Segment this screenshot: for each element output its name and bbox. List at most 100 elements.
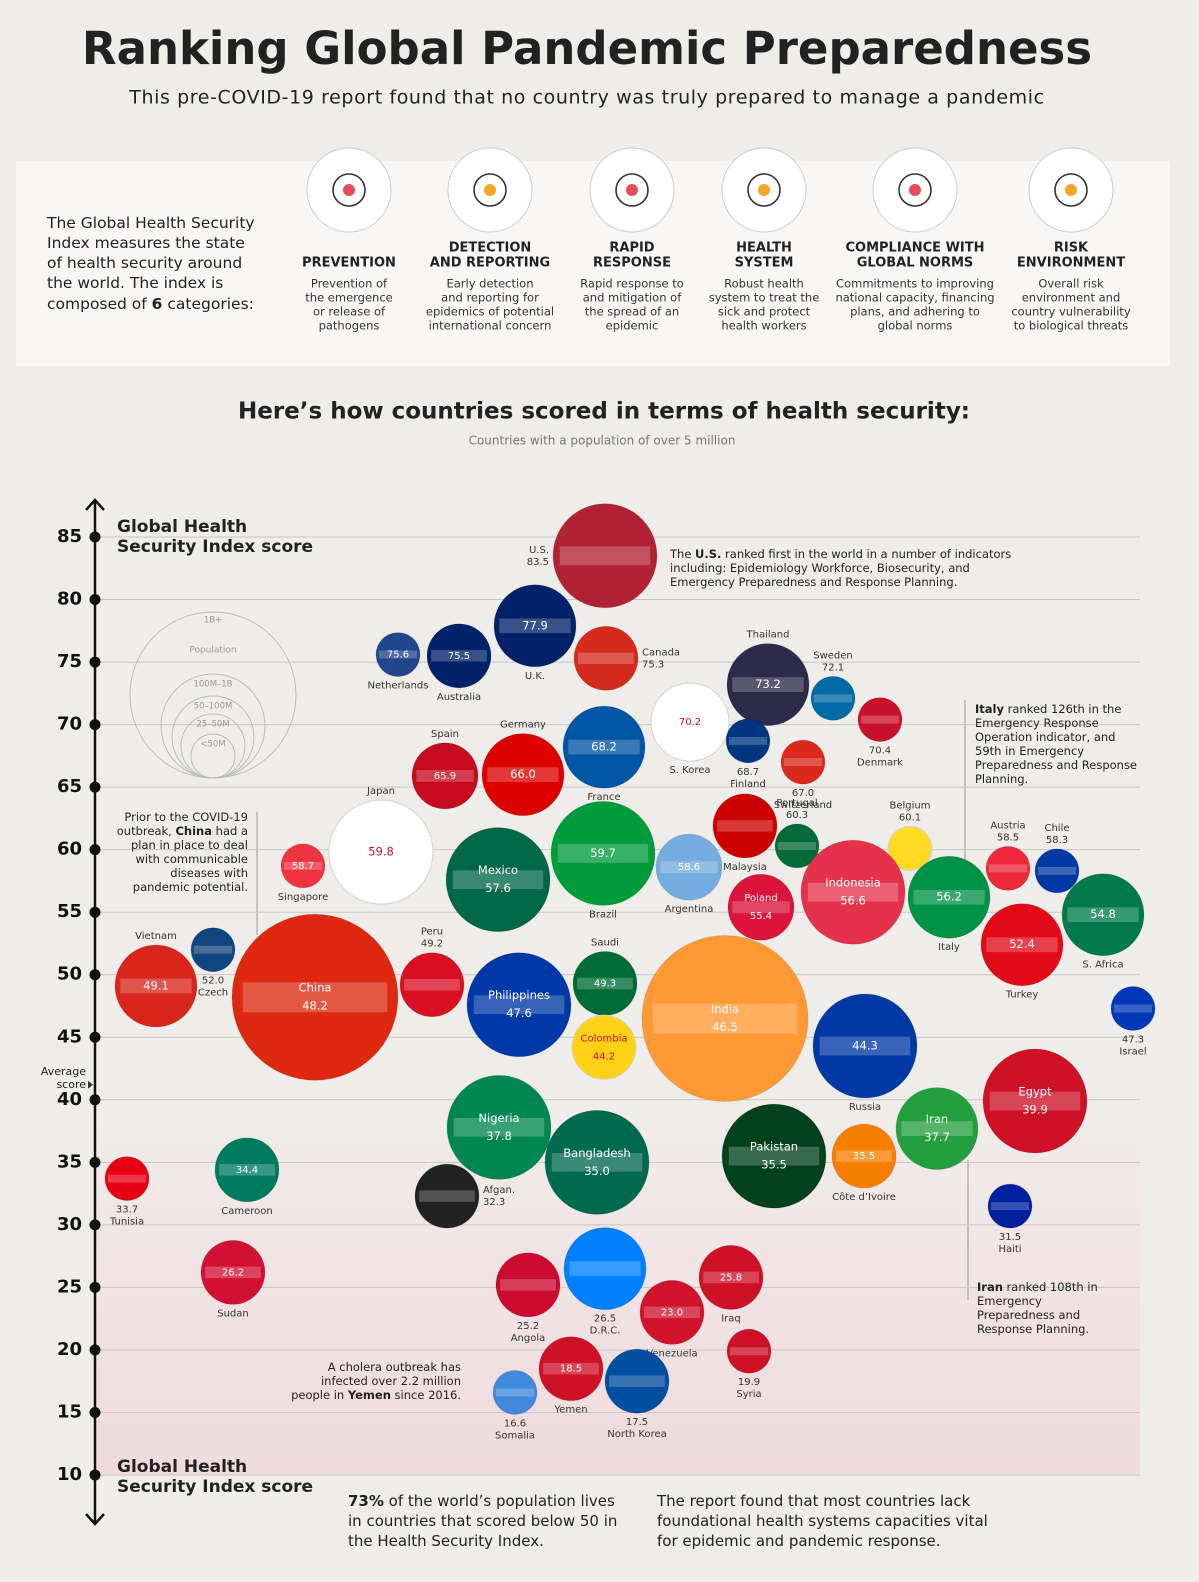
bubble [411, 742, 479, 810]
country-bubble: Egypt 39.9 [982, 1048, 1088, 1154]
flag-band [732, 901, 790, 914]
text: of the world’s population lives in count… [348, 1492, 618, 1550]
text: The report found that most countries lac… [657, 1492, 988, 1550]
country-name: Côte d’Ivoire [832, 1191, 896, 1203]
bubble [328, 799, 434, 905]
flag-band [487, 767, 559, 783]
country-bubble: 75.5 Australia [426, 623, 492, 703]
category-icon-accent [343, 184, 355, 196]
country-name: Vietnam [135, 931, 177, 942]
country-bubble: Afgan.32.3 [414, 1163, 515, 1229]
flag-band [568, 739, 640, 755]
category-title: RAPID [609, 241, 654, 256]
value-label: 32.3 [483, 1197, 505, 1208]
page-subtitle: This pre-COVID-19 report found that no c… [128, 87, 1044, 109]
value-label: 52.4 [1009, 937, 1035, 951]
flag-band [989, 1091, 1081, 1111]
tick-mark [89, 531, 101, 543]
flag-band [609, 1375, 665, 1387]
text: ranked 126th in the Emergency Response O… [975, 702, 1138, 787]
country-name: Nigeria [478, 1111, 519, 1125]
country-name: Bangladesh [563, 1146, 630, 1160]
category-description: Commitments to improving [836, 277, 994, 291]
country-bubble: India 46.5 [641, 935, 809, 1103]
country-name: Pakistan [750, 1140, 798, 1154]
annotation: Prior to the COVID-19 outbreak, China ha… [110, 810, 248, 894]
country-name: Turkey [1005, 990, 1039, 1001]
bubble [481, 733, 565, 817]
value-label: 57.6 [485, 881, 511, 895]
y-tick-label: 20 [57, 1339, 82, 1360]
flag-band [499, 618, 571, 634]
bubble [639, 1279, 705, 1345]
country-name: Czech [198, 988, 228, 999]
bold-text: Italy [975, 702, 1004, 716]
y-tick-label: 85 [57, 526, 82, 547]
country-name: Austria [990, 820, 1025, 831]
flag-band [807, 882, 899, 902]
value-label: 48.2 [302, 999, 328, 1013]
flag-band [404, 978, 460, 991]
bubble [987, 1183, 1033, 1229]
category-description: epidemic [606, 319, 659, 333]
country-bubble: 65.9 Spain [411, 729, 479, 810]
bubble [200, 1239, 266, 1305]
flag-band [703, 1271, 759, 1284]
value-label: 70.2 [679, 717, 701, 728]
legend-label: 50–100M [194, 702, 233, 712]
category-description: national capacity, financing [835, 291, 994, 305]
flag-band [569, 1261, 641, 1277]
country-name: Portugal [776, 798, 817, 809]
page-title: Ranking Global Pandemic Preparedness [82, 22, 1092, 75]
value-label: 60.3 [786, 810, 808, 821]
bubble [698, 1244, 764, 1310]
y-tick-label: 35 [57, 1151, 82, 1172]
country-name: Saudi [591, 937, 619, 948]
value-label: 70.4 [869, 746, 891, 757]
tick-mark [89, 781, 101, 793]
bubble [214, 1137, 280, 1203]
bubble [985, 845, 1031, 891]
country-bubble: 77.9 U.K. [493, 584, 577, 682]
value-label: 44.2 [593, 1051, 615, 1062]
bold-text: China [175, 824, 212, 839]
flag-band [777, 841, 817, 850]
bubble [780, 739, 826, 785]
category-icon-glyph [747, 173, 781, 207]
value-label: 56.6 [840, 894, 866, 908]
country-bubble: 56.2 Italy [907, 855, 991, 953]
country-name: Angola [511, 1333, 546, 1344]
country-name: Cameroon [221, 1206, 272, 1217]
value-label: 75.5 [448, 651, 470, 662]
bold-text: 6 [151, 294, 163, 313]
tick-mark [89, 1469, 101, 1481]
legend-title: Population [189, 646, 236, 656]
country-bubble: 68.2 France [562, 705, 646, 803]
legend-label: 1B+ [204, 616, 222, 626]
bubble [727, 873, 795, 941]
text: The [670, 547, 696, 561]
country-name: Sweden [813, 650, 853, 661]
category-icon-glyph [473, 173, 507, 207]
category-description: system to treat the [709, 291, 820, 305]
category-icon-glyph [1054, 173, 1088, 207]
country-bubble: 66.0 Germany [481, 720, 565, 817]
bubble [446, 1074, 552, 1180]
flag-band [557, 844, 649, 863]
flag-band [860, 715, 900, 724]
value-label: 65.9 [434, 771, 456, 782]
country-bubble: 52.4 Turkey [980, 903, 1064, 1001]
text: since 2016. [390, 1388, 461, 1403]
country-name: Germany [500, 720, 546, 731]
country-bubble: 23.0 Venezuela [639, 1279, 705, 1359]
bubble [980, 903, 1064, 987]
country-bubble: Iran 37.7 [895, 1087, 979, 1171]
category-description: Early detection [446, 277, 533, 291]
